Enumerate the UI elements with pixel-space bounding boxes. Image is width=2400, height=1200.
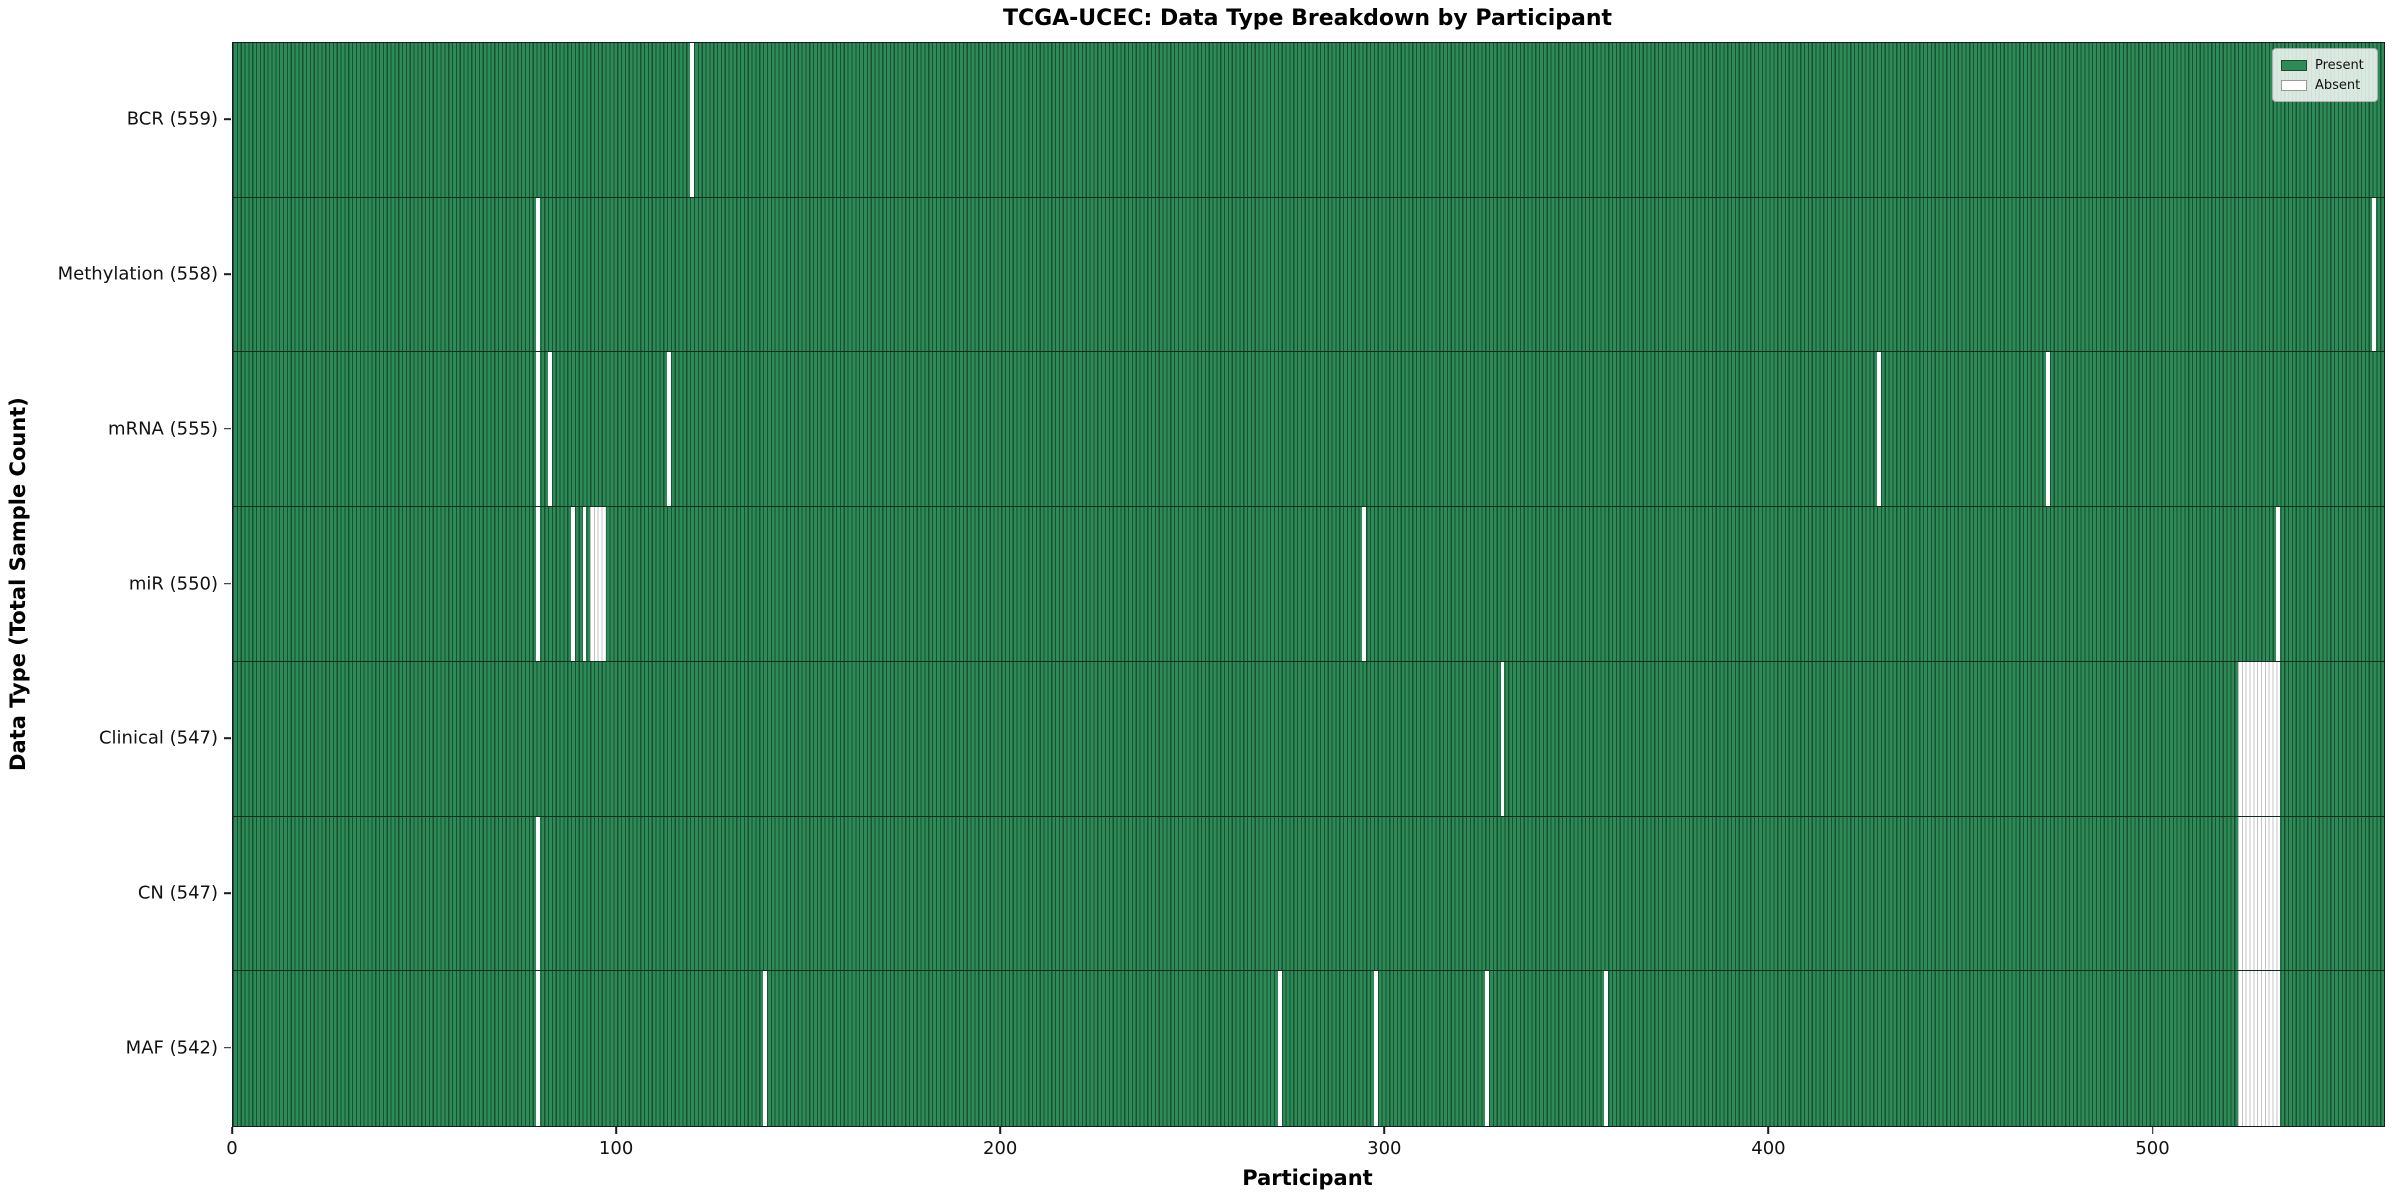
- plot-area: [232, 42, 2385, 1127]
- absent-gap: [763, 971, 767, 1126]
- xtick-label-100: 100: [598, 1138, 634, 1159]
- row-maf: [233, 971, 2384, 1126]
- absent-gap: [1362, 507, 1367, 661]
- absent-gap: [2276, 507, 2281, 661]
- ytick-mark: [224, 427, 231, 430]
- absent-gap: [2238, 971, 2281, 1126]
- absent-gap: [1373, 971, 1378, 1126]
- ytick-label-mrna: mRNA (555): [108, 418, 218, 440]
- ytick-mark: [224, 892, 231, 894]
- absent-gap: [536, 816, 541, 971]
- legend-entry-absent: Absent: [2281, 75, 2369, 95]
- absent-gap: [667, 352, 671, 507]
- xtick-label-0: 0: [226, 1138, 238, 1159]
- legend-present-label: Present: [2315, 57, 2364, 73]
- xtick-label-400: 400: [1751, 1138, 1786, 1159]
- ytick-label-cn: CN (547): [137, 882, 218, 904]
- absent-gap: [1876, 352, 1881, 507]
- xtick-mark: [999, 1126, 1001, 1134]
- x-axis-label: Participant: [1242, 1166, 1373, 1190]
- absent-gap: [536, 507, 541, 661]
- xtick-label-200: 200: [983, 1138, 1018, 1159]
- absent-gap: [1500, 661, 1505, 816]
- ytick-label-clinical: Clinical (547): [98, 727, 218, 749]
- absent-gap: [536, 352, 541, 507]
- xtick-label-300: 300: [1367, 1138, 1402, 1159]
- row-methylation: [233, 197, 2384, 353]
- absent-gap: [690, 43, 694, 197]
- legend-absent-label: Absent: [2315, 77, 2361, 93]
- absent-swatch: [2281, 79, 2307, 91]
- ytick-mark: [224, 118, 231, 121]
- ytick-mark: [224, 582, 231, 585]
- ytick-mark: [224, 1046, 231, 1049]
- row-bcr: [233, 43, 2384, 198]
- xtick-mark: [615, 1126, 617, 1134]
- xtick-label-500: 500: [2135, 1138, 2170, 1159]
- absent-gap: [2372, 197, 2377, 352]
- ytick-label-bcr: BCR (559): [126, 108, 218, 130]
- absent-gap: [536, 197, 541, 352]
- absent-gap: [536, 971, 541, 1126]
- absent-gap: [582, 507, 587, 661]
- absent-gap: [547, 352, 552, 507]
- xtick-mark: [1383, 1126, 1386, 1134]
- xtick-mark: [2151, 1126, 2154, 1134]
- row-mir: [233, 507, 2384, 662]
- present-swatch: [2281, 59, 2307, 71]
- y-axis-label: Data Type (Total Sample Count): [6, 397, 30, 771]
- ytick-mark: [224, 737, 231, 739]
- absent-gap: [2045, 352, 2050, 507]
- legend-entry-present: Present: [2281, 55, 2369, 75]
- absent-gap: [1604, 971, 1609, 1126]
- chart-title: TCGA-UCEC: Data Type Breakdown by Partic…: [1002, 6, 1613, 31]
- xtick-mark: [1767, 1126, 1770, 1134]
- row-mrna: [233, 352, 2384, 508]
- row-cn: [233, 816, 2384, 972]
- absent-gap: [1277, 971, 1282, 1126]
- legend: Present Absent: [2272, 48, 2378, 102]
- absent-gap: [2238, 816, 2281, 971]
- ytick-label-mir: miR (550): [128, 573, 218, 594]
- absent-gap: [590, 507, 606, 661]
- xtick-mark: [231, 1126, 233, 1134]
- absent-gap: [571, 507, 575, 661]
- row-clinical: [233, 661, 2384, 817]
- ytick-mark: [224, 273, 231, 275]
- ytick-label-methylation: Methylation (558): [57, 263, 218, 285]
- absent-gap: [1485, 971, 1490, 1126]
- absent-gap: [2238, 661, 2281, 816]
- ytick-label-maf: MAF (542): [125, 1037, 218, 1059]
